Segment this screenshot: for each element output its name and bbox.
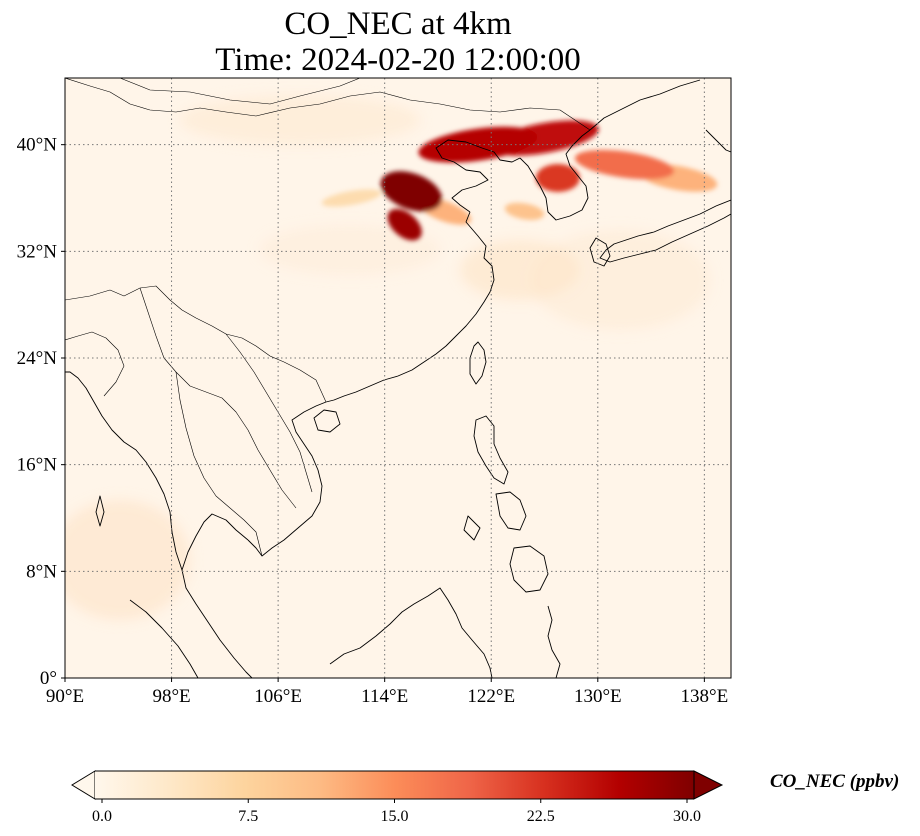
x-tick-label: 98°E	[152, 686, 190, 707]
colorbar-tick-label: 22.5	[527, 808, 555, 825]
plume-north-china-south-tail	[387, 208, 422, 241]
mongolia-border	[119, 78, 361, 105]
x-tick-label: 106°E	[254, 686, 302, 707]
japan-coastline	[599, 199, 731, 263]
indochina-coastline	[247, 401, 327, 557]
colorbar: 0.0 7.5 15.0 22.5 30.0 CO_NEC (ppbv)	[71, 770, 899, 825]
plume-north-china-core	[380, 171, 443, 212]
plume-korea-peninsula	[535, 164, 580, 192]
map-panel	[65, 78, 731, 678]
colorbar-tick-label: 30.0	[673, 808, 701, 825]
plume-bohai-band	[418, 126, 538, 163]
colorbar-bar	[95, 771, 694, 799]
india-myanmar-border	[65, 331, 125, 397]
andaman-islands	[95, 495, 105, 527]
sumatra-coastline	[129, 599, 199, 678]
hainan-coastline	[313, 409, 341, 433]
y-tick-label: 8°N	[26, 561, 57, 582]
kyushu-coastline	[589, 237, 611, 267]
colorbar-tick-label: 15.0	[381, 808, 409, 825]
shandong-bohai-coastline	[435, 139, 521, 213]
y-tick-label: 32°N	[17, 241, 58, 262]
co-plume-layer	[321, 120, 718, 241]
colorbar-ticks: 0.0 7.5 15.0 22.5 30.0	[92, 799, 701, 825]
x-tick-label: 130°E	[574, 686, 622, 707]
colorbar-title: CO_NEC (ppbv)	[770, 771, 899, 792]
russia-coastline	[589, 79, 701, 131]
philippines-coastline	[463, 491, 549, 593]
x-tick-label: 138°E	[681, 686, 729, 707]
x-axis-ticks: 90°E 98°E 106°E 114°E 122°E 130°E 138°E	[46, 678, 728, 707]
y-tick-label: 0°	[40, 668, 57, 689]
background-field	[65, 95, 710, 620]
y-tick-label: 24°N	[17, 348, 58, 369]
colorbar-tick-label: 7.5	[238, 808, 258, 825]
hokkaido-coastline	[705, 129, 731, 153]
gridlines	[65, 78, 731, 678]
x-tick-label: 90°E	[46, 686, 84, 707]
y-tick-label: 40°N	[17, 135, 58, 156]
china-southern-border	[65, 285, 327, 403]
china-northern-border	[65, 78, 591, 131]
x-tick-label: 114°E	[361, 686, 408, 707]
korea-coastline	[519, 129, 591, 221]
y-tick-label: 16°N	[17, 455, 58, 476]
plume-japan-sea-band	[574, 150, 674, 180]
plume-yellow-sea-patch	[504, 202, 545, 220]
luzon-coastline	[473, 415, 509, 485]
sulawesi-coastline	[547, 605, 561, 678]
map-frame	[64, 77, 732, 679]
map-title-variable: CO_NEC at 4km	[284, 6, 512, 42]
y-axis-ticks: 0° 8°N 16°N 24°N 32°N 40°N	[17, 135, 65, 689]
myanmar-coastline	[65, 371, 183, 571]
coastlines	[65, 79, 731, 678]
china-coastline	[325, 211, 495, 403]
colorbar-tick-label: 0.0	[92, 808, 112, 825]
map-title-time: Time: 2024-02-20 12:00:00	[215, 42, 581, 78]
x-tick-label: 122°E	[467, 686, 515, 707]
borneo-coastline	[329, 587, 493, 678]
plume-west-thin-plume	[321, 189, 381, 207]
taiwan-coastline	[469, 341, 487, 385]
myanmar-laos-border	[139, 287, 297, 509]
thailand-border	[175, 371, 263, 557]
colorbar-min-extend-arrow	[71, 770, 96, 800]
colorbar-max-extend-arrow	[693, 770, 724, 800]
